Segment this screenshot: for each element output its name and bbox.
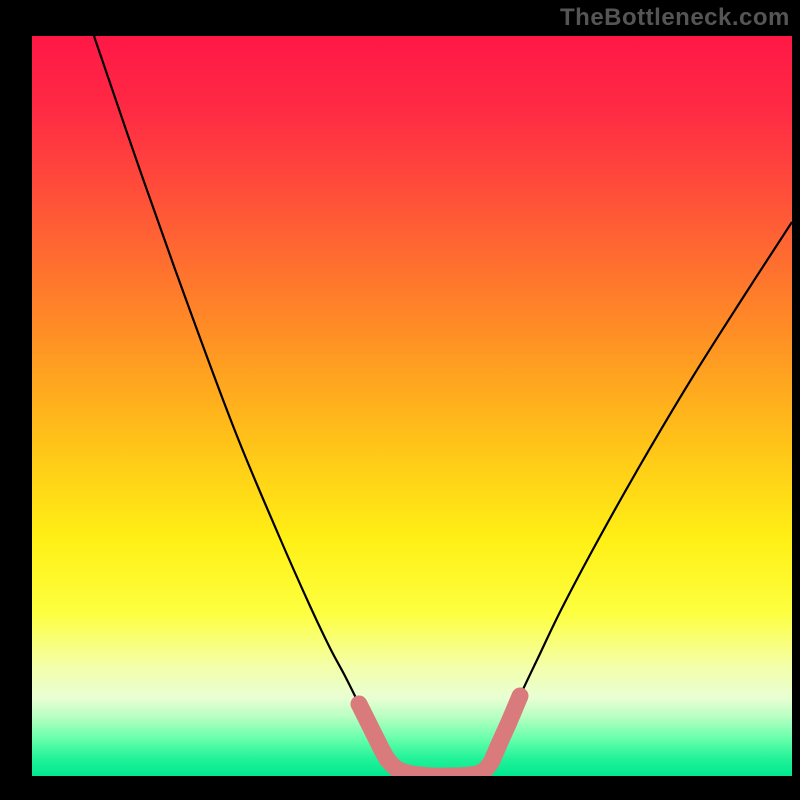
bottleneck-chart	[32, 36, 792, 776]
watermark-text: TheBottleneck.com	[560, 4, 790, 32]
bottleneck-curve	[32, 36, 792, 776]
